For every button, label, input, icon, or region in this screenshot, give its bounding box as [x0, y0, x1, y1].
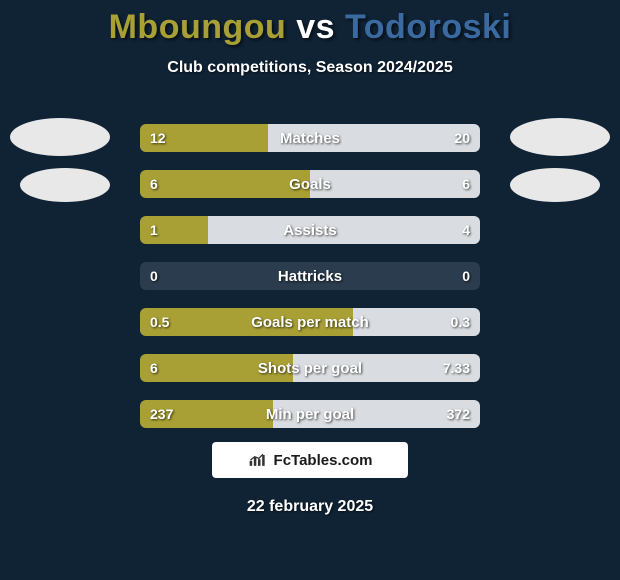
stat-label: Shots per goal [140, 354, 480, 382]
player2-club-placeholder [510, 168, 600, 202]
player1-avatar-placeholder [10, 118, 110, 156]
player2-avatar-placeholder [510, 118, 610, 156]
stat-row: 66Goals [140, 170, 480, 198]
date-label: 22 february 2025 [0, 498, 620, 516]
stat-label: Goals per match [140, 308, 480, 336]
stat-label: Assists [140, 216, 480, 244]
player1-club-placeholder [20, 168, 110, 202]
stat-label: Hattricks [140, 262, 480, 290]
stat-label: Matches [140, 124, 480, 152]
stat-row: 14Assists [140, 216, 480, 244]
logo-text: FcTables.com [274, 452, 373, 469]
chart-icon [248, 452, 268, 468]
player2-name: Todoroski [345, 8, 511, 46]
subtitle: Club competitions, Season 2024/2025 [0, 59, 620, 77]
stat-bars-container: 1220Matches 66Goals 14Assists 00Hattricks 0.… [140, 124, 480, 446]
stat-row: 1220Matches [140, 124, 480, 152]
stat-row: 67.33Shots per goal [140, 354, 480, 382]
stat-row: 237372Min per goal [140, 400, 480, 428]
stat-row: 00Hattricks [140, 262, 480, 290]
comparison-title: Mboungou vs Todoroski [0, 0, 620, 47]
fctables-logo[interactable]: FcTables.com [212, 442, 408, 478]
vs-text: vs [296, 8, 335, 46]
player1-name: Mboungou [109, 8, 287, 46]
stat-label: Min per goal [140, 400, 480, 428]
stat-row: 0.50.3Goals per match [140, 308, 480, 336]
stat-label: Goals [140, 170, 480, 198]
